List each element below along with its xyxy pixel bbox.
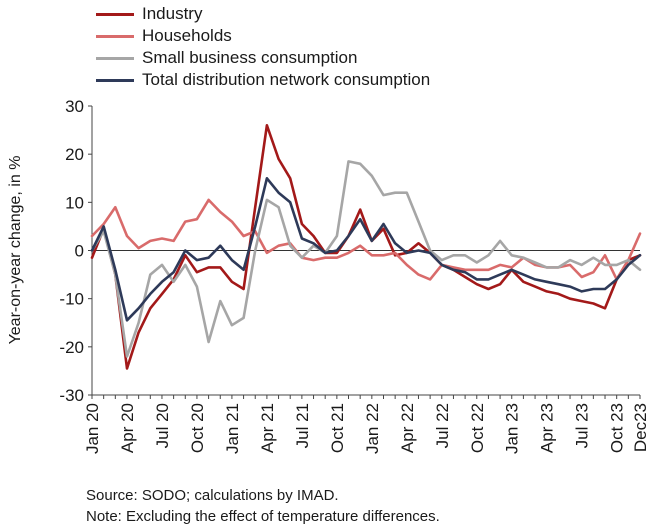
y-tick-label: 10 <box>65 193 84 212</box>
legend: Industry Households Small business consu… <box>96 3 430 91</box>
legend-item-small-business: Small business consumption <box>96 47 430 69</box>
y-tick-label: 20 <box>65 145 84 164</box>
legend-swatch-households <box>96 34 134 38</box>
series-lines <box>90 124 642 370</box>
y-tick-label: -20 <box>59 338 84 357</box>
series-line-0 <box>90 124 642 370</box>
x-tick-label: Oct 23 <box>608 403 627 453</box>
x-tick-label: Oct 22 <box>468 403 487 453</box>
x-tick-label: Apr 22 <box>398 403 417 453</box>
x-tick-label: Jul 22 <box>433 403 452 448</box>
legend-label-small-business: Small business consumption <box>142 48 358 67</box>
y-tick-labels: -30 -20 -10 0 10 20 30 <box>59 97 84 405</box>
chart-notes: Source: SODO; calculations by IMAD. Note… <box>86 485 440 527</box>
x-tick-label: Jan 20 <box>83 403 102 454</box>
legend-swatch-industry <box>96 12 134 16</box>
source-note: Source: SODO; calculations by IMAD. <box>86 487 339 504</box>
x-tick-label: Jan 22 <box>363 403 382 454</box>
x-tick-label: Apr 23 <box>538 403 557 453</box>
x-tick-label: Oct 21 <box>328 403 347 453</box>
legend-item-industry: Industry <box>96 3 430 25</box>
x-tick-label: Apr 21 <box>258 403 277 453</box>
legend-label-households: Households <box>142 26 232 45</box>
series-line-2 <box>90 160 642 358</box>
y-tick-label: -30 <box>59 386 84 405</box>
x-tick-label: Oct 20 <box>188 403 207 453</box>
y-axis-label: Year-on-year change, in % <box>7 155 24 345</box>
x-tick-label: Jul 23 <box>573 403 592 448</box>
legend-item-total: Total distribution network consumption <box>96 69 430 91</box>
y-tick-label: -10 <box>59 290 84 309</box>
x-tick-label: Jan 21 <box>223 403 242 454</box>
x-tick-label: Jul 21 <box>293 403 312 448</box>
x-tick-label: Jan 23 <box>503 403 522 454</box>
x-tick-labels: Jan 20 Apr 20 Jul 20 Oct 20 Jan 21 Apr 21 Jul … <box>83 403 650 454</box>
x-tick-label: Jul 20 <box>153 403 172 448</box>
axes <box>88 105 641 399</box>
legend-label-total: Total distribution network consumption <box>142 70 431 89</box>
series-line-3 <box>90 177 642 322</box>
y-tick-label: 0 <box>75 242 84 261</box>
legend-swatch-small-business <box>96 56 134 60</box>
x-tick-label: Apr 20 <box>118 403 137 453</box>
footnote: Note: Excluding the effect of temperatur… <box>86 508 440 525</box>
legend-label-industry: Industry <box>142 4 203 23</box>
legend-item-households: Households <box>96 25 430 47</box>
x-tick-label: Dec23 <box>631 403 650 452</box>
legend-swatch-total <box>96 78 134 82</box>
y-tick-label: 30 <box>65 97 84 116</box>
